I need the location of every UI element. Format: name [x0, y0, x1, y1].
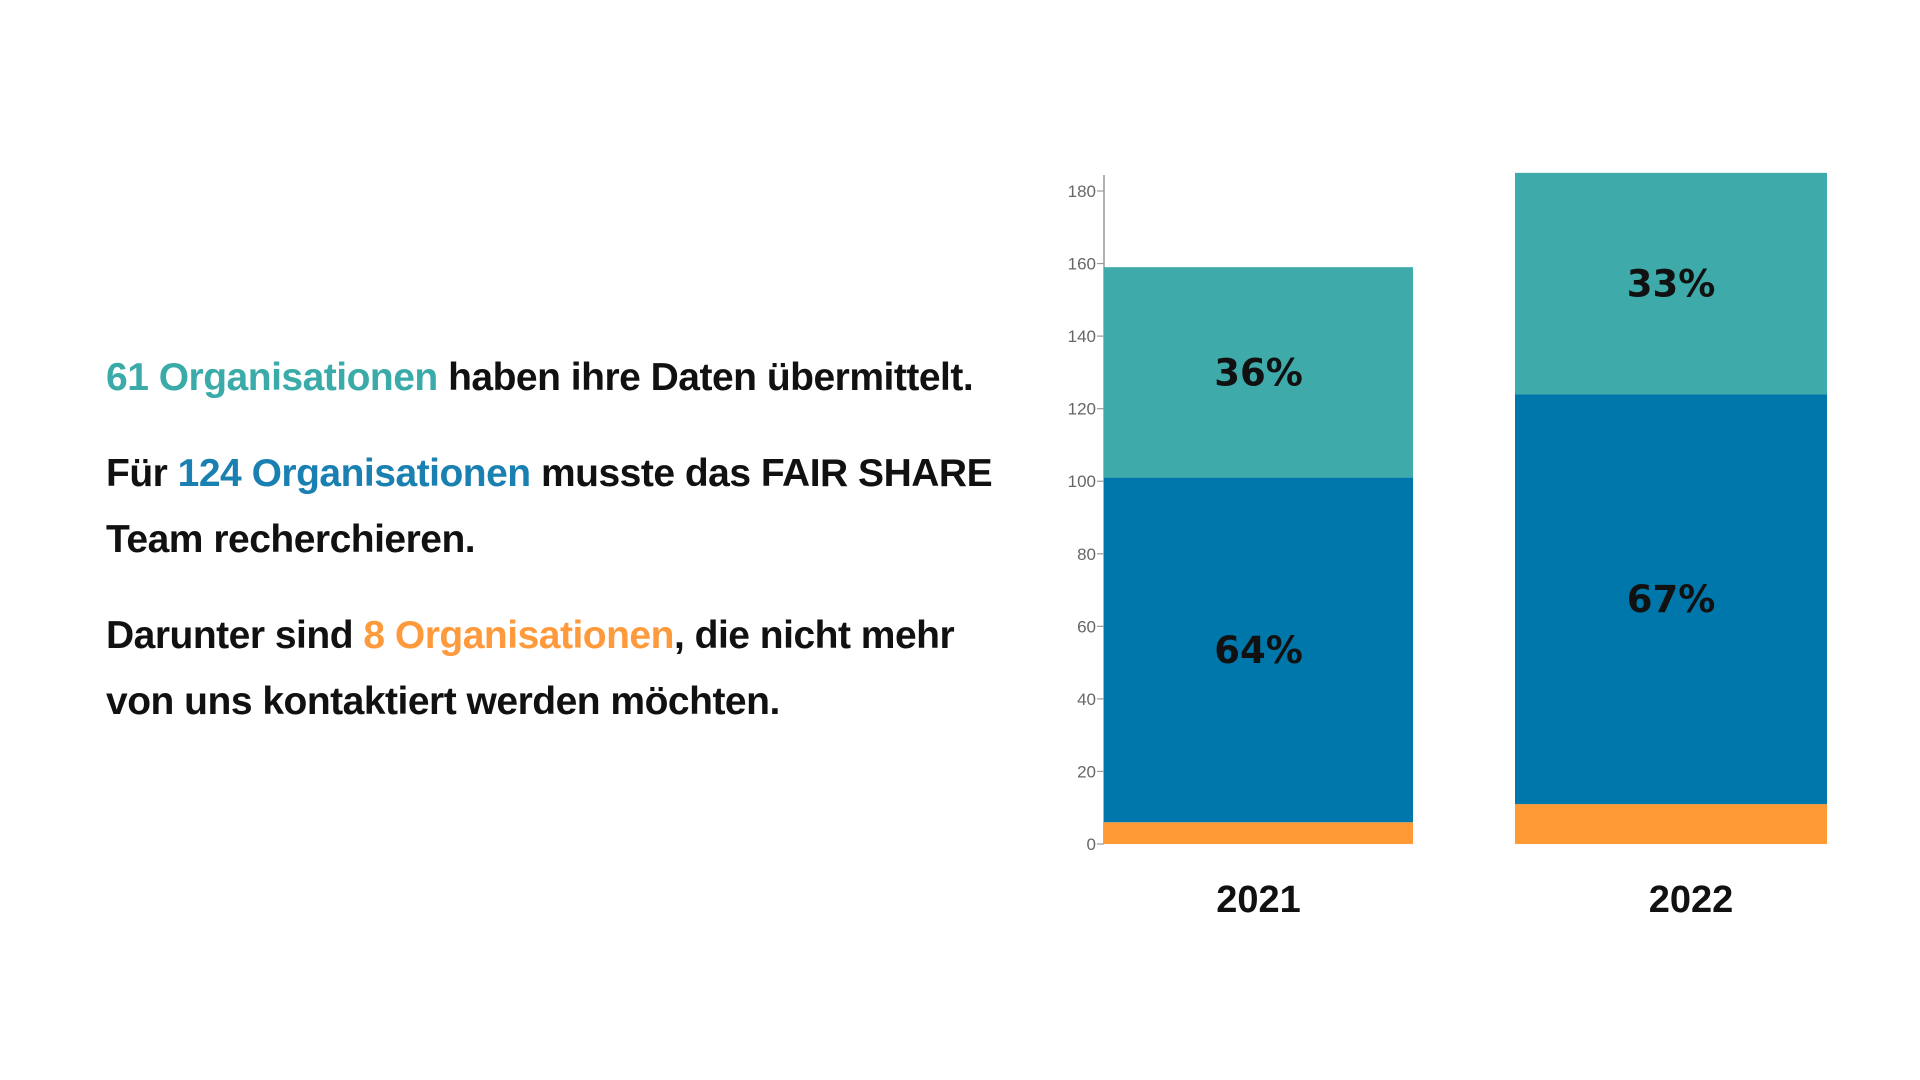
- y-tick-label: 160: [1068, 255, 1096, 274]
- paragraph-submitted: 61 Organisationen haben ihre Daten überm…: [106, 345, 1006, 411]
- paragraph-text: Für: [106, 452, 178, 495]
- segment-label: 64%: [1214, 629, 1303, 672]
- highlight-no-contact-count: 8 Organisationen: [363, 614, 674, 657]
- y-tick-label: 0: [1087, 835, 1096, 854]
- paragraph-text: Darunter sind: [106, 614, 364, 657]
- paragraph-researched: Für 124 Organisationen musste das FAIR S…: [106, 441, 1006, 573]
- paragraph-text: , die nicht mehr von uns kontaktiert wer…: [106, 614, 955, 723]
- highlight-researched-count: 124 Organisationen: [177, 452, 531, 495]
- y-tick-label: 80: [1077, 545, 1096, 564]
- segment-label: 67%: [1627, 578, 1716, 621]
- y-tick-label: 100: [1068, 472, 1096, 491]
- bar-segment-2022-0: [1515, 804, 1827, 844]
- segment-label: 33%: [1627, 263, 1716, 306]
- bar-segment-2021-1: [1104, 477, 1413, 823]
- y-tick-label: 180: [1068, 182, 1096, 201]
- bar-segment-2022-2: [1515, 172, 1827, 395]
- y-tick-label: 120: [1068, 400, 1096, 419]
- highlight-submitted-count: 61 Organisationen: [106, 356, 438, 399]
- y-tick-label: 140: [1068, 327, 1096, 346]
- x-category-label: 2021: [1216, 879, 1301, 921]
- y-tick-label: 40: [1077, 690, 1096, 709]
- paragraph-no-contact: Darunter sind 8 Organisationen, die nich…: [106, 603, 1006, 735]
- x-category-label: 2022: [1649, 879, 1734, 921]
- y-tick-label: 60: [1077, 617, 1096, 636]
- segment-label: 36%: [1214, 351, 1303, 394]
- paragraph-text: haben ihre Daten übermittelt.: [437, 356, 974, 399]
- summary-text: 61 Organisationen haben ihre Daten überm…: [106, 345, 1006, 765]
- y-tick-label: 20: [1077, 762, 1096, 781]
- paragraph-text: musste das FAIR SHARE Team recherchieren…: [106, 452, 993, 561]
- bar-segment-2021-2: [1104, 267, 1413, 478]
- bar-segment-2021-0: [1104, 822, 1413, 844]
- bar-segment-2022-1: [1515, 394, 1827, 805]
